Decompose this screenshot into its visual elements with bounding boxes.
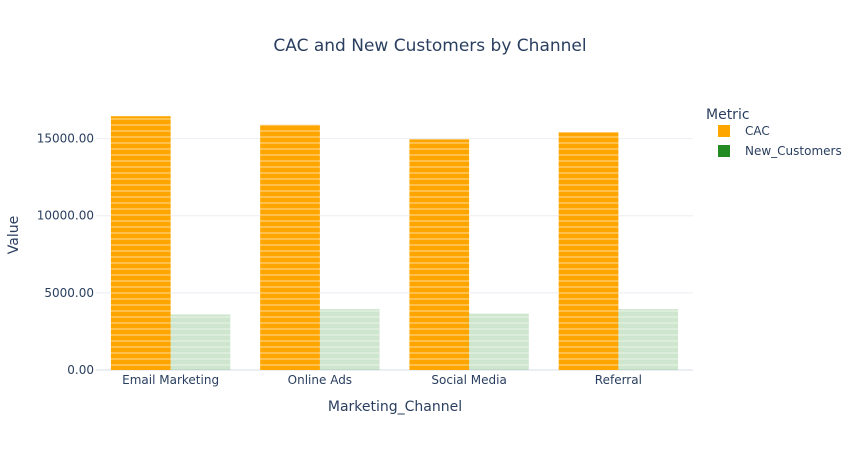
bar-cac-referral[interactable] (558, 132, 619, 370)
y-axis-ticks: 0.00 5000.00 10000.00 15000.00 (37, 132, 94, 377)
legend-swatch (718, 145, 730, 157)
y-tick-label: 10000.00 (37, 209, 94, 223)
legend-item-new-customers[interactable]: New_Customers (718, 144, 842, 158)
x-axis-title: Marketing_Channel (328, 399, 462, 415)
y-tick-label: 0.00 (67, 363, 94, 377)
legend-title: Metric (706, 107, 750, 123)
x-tick-label: Social Media (431, 373, 506, 387)
bar-new-customers-social-media[interactable] (469, 313, 529, 370)
bar-cac-email-marketing[interactable] (110, 116, 171, 370)
y-tick-label: 15000.00 (37, 132, 94, 146)
legend-label: New_Customers (745, 144, 842, 158)
bar-new-customers-online-ads[interactable] (319, 309, 380, 370)
bar-new-customers-referral[interactable] (618, 309, 679, 370)
legend-label: CAC (745, 124, 770, 138)
bars (110, 116, 679, 370)
bar-new-customers-email-marketing[interactable] (170, 314, 231, 370)
chart-title: CAC and New Customers by Channel (273, 36, 586, 56)
x-axis-ticks: Email Marketing Online Ads Social Media Ref… (122, 373, 642, 387)
legend-item-cac[interactable]: CAC (718, 124, 770, 138)
legend-swatch (718, 125, 730, 137)
legend: Metric CAC New_Customers (706, 107, 842, 158)
x-tick-label: Referral (595, 373, 642, 387)
x-tick-label: Email Marketing (122, 373, 219, 387)
bar-cac-online-ads[interactable] (260, 124, 320, 370)
y-tick-label: 5000.00 (44, 286, 94, 300)
y-axis-title: Value (6, 216, 22, 254)
bar-cac-social-media[interactable] (409, 139, 470, 370)
x-tick-label: Online Ads (288, 373, 352, 387)
